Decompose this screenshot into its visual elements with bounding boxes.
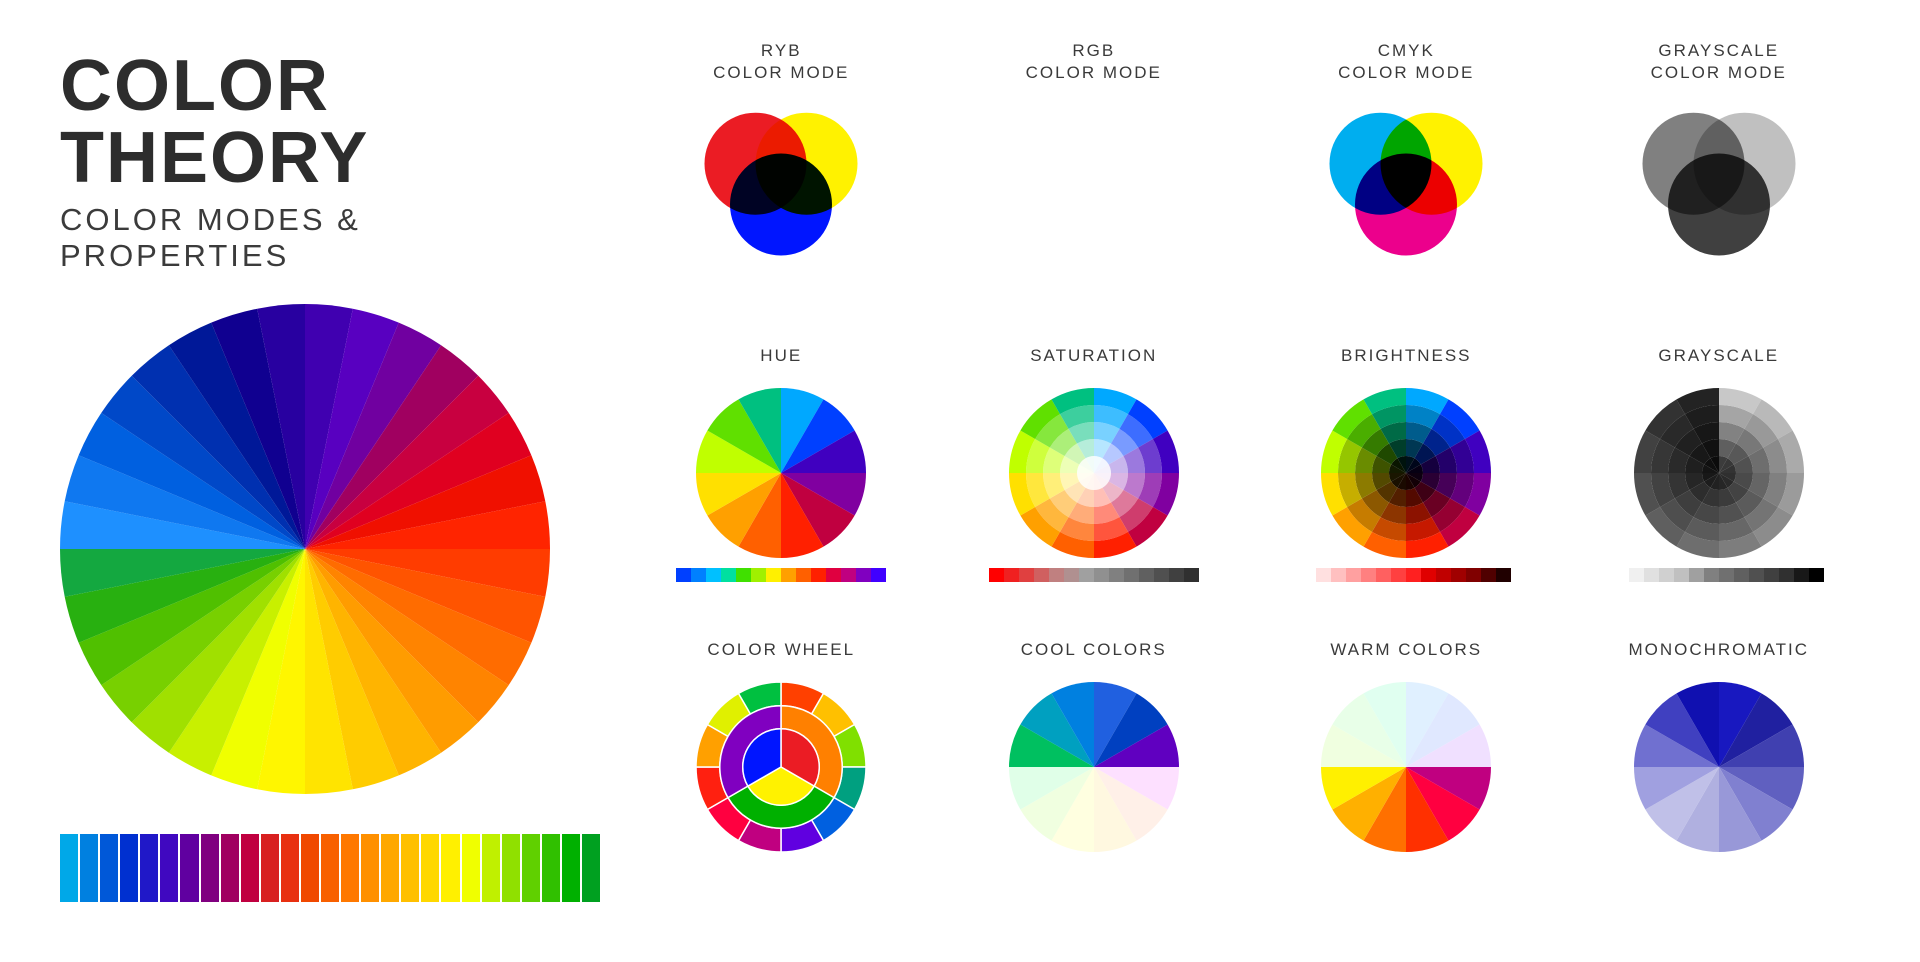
cell-label: WARM COLORS: [1330, 628, 1482, 672]
cell-ryb: RYB COLOR MODE: [640, 40, 923, 314]
cell-color-wheel: COLOR WHEEL: [640, 628, 923, 902]
cell-label: COLOR WHEEL: [707, 628, 855, 672]
cell-rgb: RGB COLOR MODE: [953, 40, 1236, 314]
ryb-diagram: [696, 94, 866, 264]
cell-label: COOL COLORS: [1021, 628, 1167, 672]
cell-label: RGB COLOR MODE: [1026, 40, 1162, 84]
cell-label: SATURATION: [1030, 334, 1157, 378]
cell-label: GRAYSCALE: [1658, 334, 1779, 378]
cell-saturation: SATURATION: [953, 334, 1236, 608]
brightness-swatches: [1301, 568, 1511, 582]
main-title: COLOR THEORY: [60, 50, 600, 194]
cell-label: HUE: [760, 334, 802, 378]
saturation-swatches: [989, 568, 1199, 582]
color-wheel-diagram: [696, 682, 866, 852]
saturation-diagram: [1009, 388, 1179, 558]
cmyk-diagram: [1321, 94, 1491, 264]
cell-monochromatic: MONOCHROMATIC: [1578, 628, 1861, 902]
infographic: COLOR THEORY COLOR MODES & PROPERTIES RY…: [60, 40, 1860, 902]
grayscale-swatches: [1614, 568, 1824, 582]
cell-label: BRIGHTNESS: [1341, 334, 1472, 378]
hue-swatches: [676, 568, 886, 582]
main-color-wheel: [60, 304, 600, 794]
cell-cool: COOL COLORS: [953, 628, 1236, 902]
cell-label: CMYK COLOR MODE: [1338, 40, 1474, 84]
rgb-diagram: [1009, 94, 1179, 264]
grid: RYB COLOR MODE RGB COLOR MODE CMYK COLOR M…: [640, 40, 1860, 902]
hue-diagram: [696, 388, 866, 558]
subtitle: COLOR MODES & PROPERTIES: [60, 202, 600, 274]
grayscale-diagram: [1634, 388, 1804, 558]
spectrum-bar: [60, 834, 600, 902]
cell-label: GRAYSCALE COLOR MODE: [1651, 40, 1787, 84]
cell-cmyk: CMYK COLOR MODE: [1265, 40, 1548, 314]
monochromatic-diagram: [1634, 682, 1804, 852]
cell-label: RYB COLOR MODE: [713, 40, 849, 84]
cell-hue: HUE: [640, 334, 923, 608]
brightness-diagram: [1321, 388, 1491, 558]
left-panel: COLOR THEORY COLOR MODES & PROPERTIES: [60, 40, 600, 902]
cell-brightness: BRIGHTNESS: [1265, 334, 1548, 608]
grayscale-mode-diagram: [1634, 94, 1804, 264]
cell-warm: WARM COLORS: [1265, 628, 1548, 902]
cell-grayscale: GRAYSCALE: [1578, 334, 1861, 608]
cool-diagram: [1009, 682, 1179, 852]
warm-diagram: [1321, 682, 1491, 852]
cell-grayscale-mode: GRAYSCALE COLOR MODE: [1578, 40, 1861, 314]
cell-label: MONOCHROMATIC: [1628, 628, 1809, 672]
